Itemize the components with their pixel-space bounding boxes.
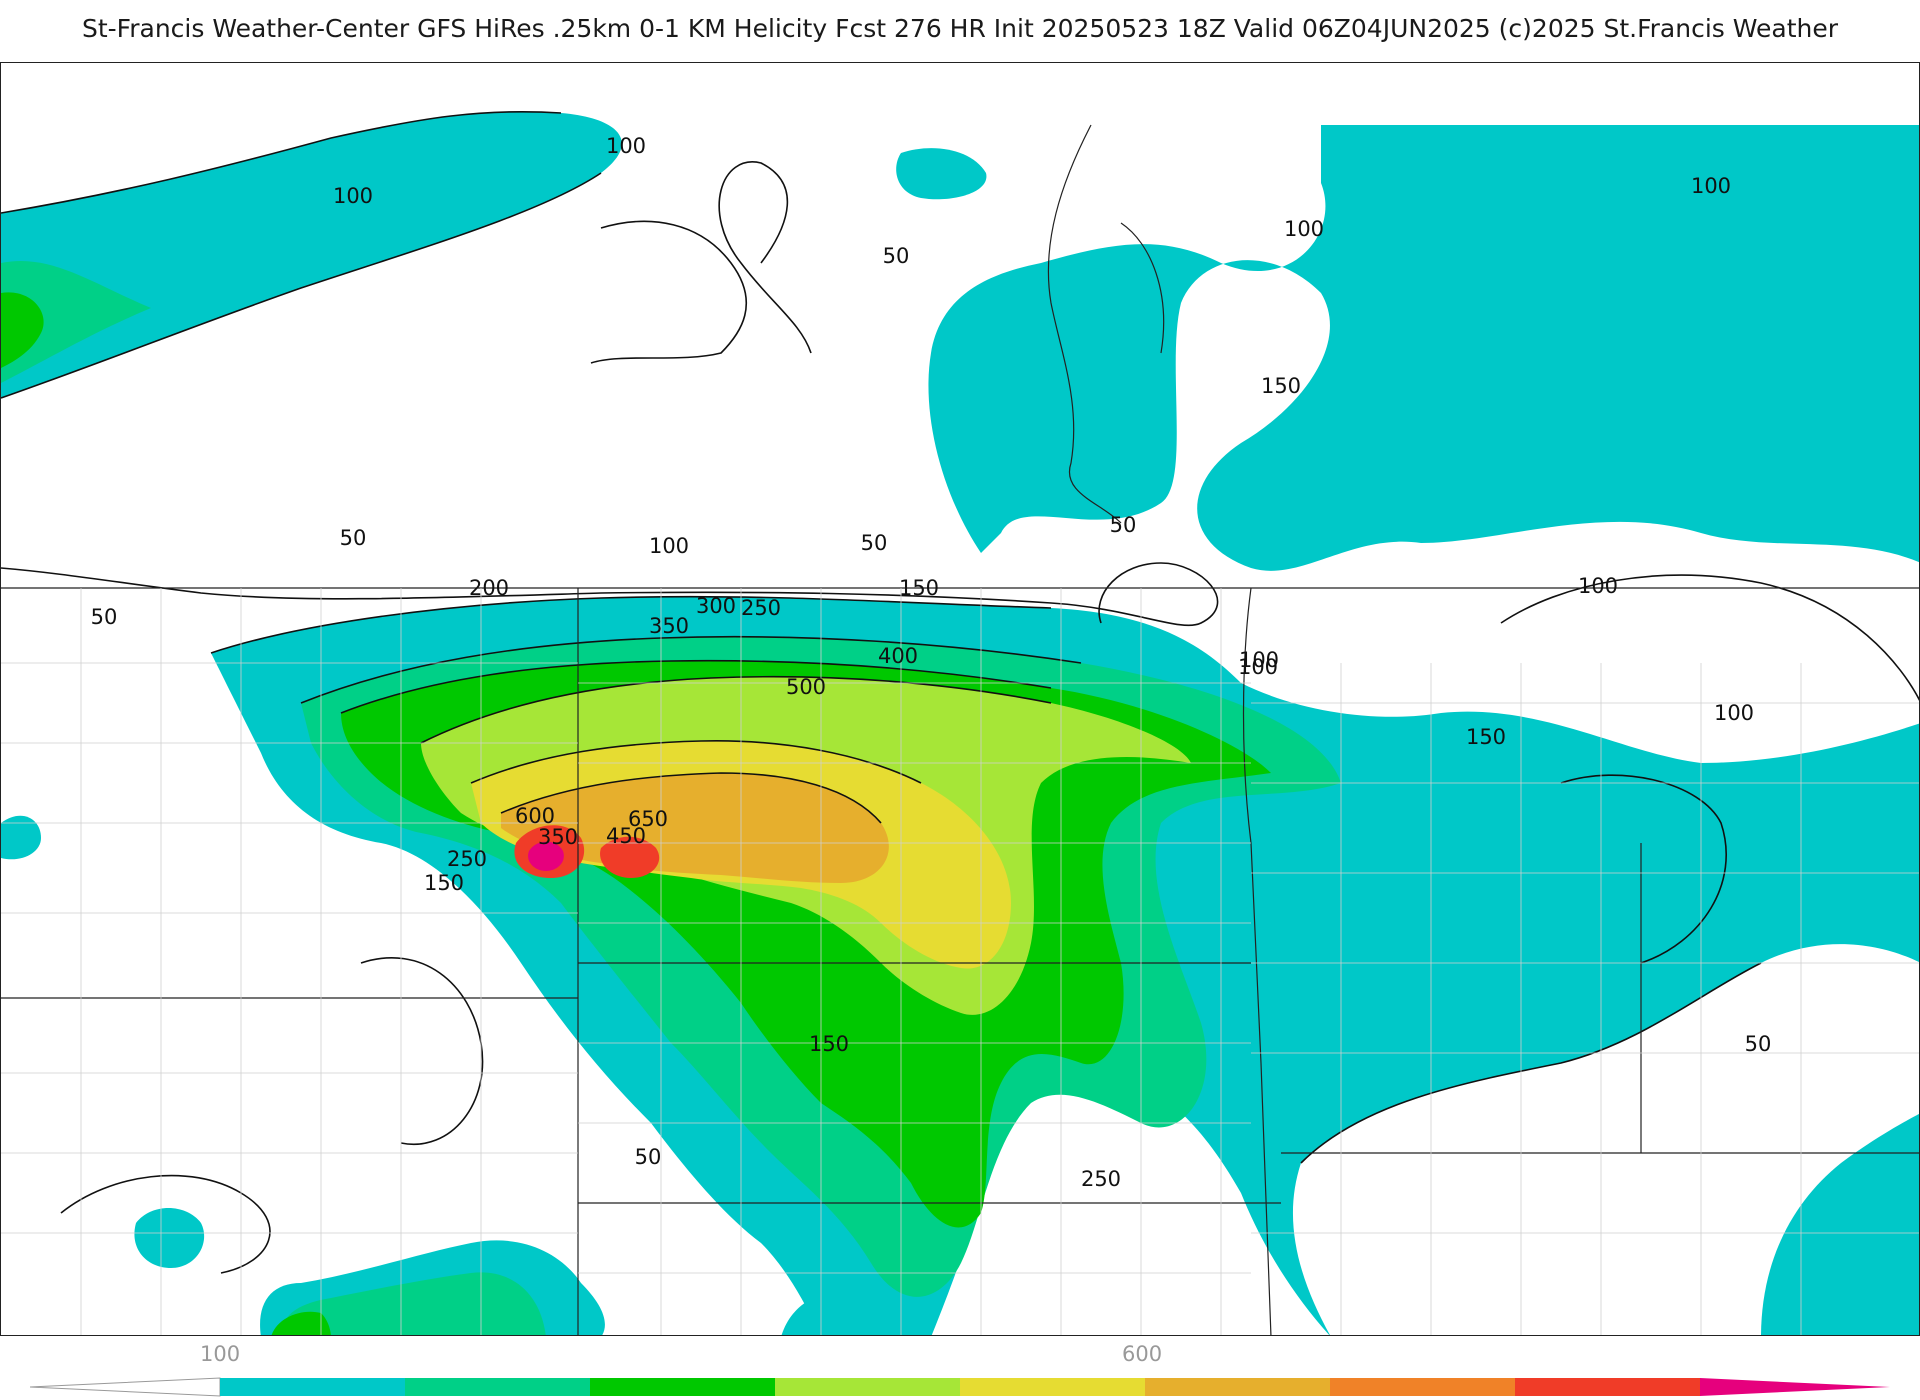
map-title: St-Francis Weather-Center GFS HiRes .25k… bbox=[81, 14, 1839, 43]
contour-line bbox=[500, 772, 882, 824]
contour-label: 300 bbox=[696, 594, 736, 618]
contour-line bbox=[470, 740, 922, 784]
colorbar: 100 600 bbox=[30, 1336, 1890, 1400]
colorbar-low-triangle bbox=[30, 1377, 221, 1397]
fill-region-100-se bbox=[1761, 1114, 1919, 1335]
contour-label: 100 bbox=[1714, 701, 1754, 725]
contour-label: 100 bbox=[649, 534, 689, 558]
contour-label: 650 bbox=[628, 807, 668, 831]
contour-line bbox=[1560, 774, 1727, 964]
contour-label: 150 bbox=[1466, 725, 1506, 749]
fill-region-100 bbox=[1, 111, 622, 398]
contour-line bbox=[210, 595, 1052, 654]
contour-label: 50 bbox=[883, 244, 910, 268]
contour-label: 50 bbox=[91, 605, 118, 629]
contour-label: 50 bbox=[635, 1145, 662, 1169]
colorbar-segment bbox=[960, 1378, 1146, 1396]
fill-region-peak bbox=[528, 841, 564, 871]
contour-line bbox=[1, 172, 602, 399]
contour-label-layer: 100 100 50 100 100 150 100 100 50 50 50 … bbox=[91, 134, 1772, 1191]
contour-label: 250 bbox=[1081, 1167, 1121, 1191]
contour-line bbox=[590, 220, 748, 364]
contour-line bbox=[1500, 574, 1919, 701]
colorbar-segments bbox=[220, 1378, 1701, 1396]
fill-region-100-south bbox=[781, 1288, 901, 1335]
coastline bbox=[1047, 124, 1122, 524]
contour-label: 100 bbox=[1239, 648, 1279, 672]
fill-region-100-ne bbox=[928, 125, 1919, 571]
colorbar-scale bbox=[30, 1377, 1890, 1397]
fill-region-100-n bbox=[896, 148, 987, 200]
contour-label: 100 bbox=[1578, 574, 1618, 598]
fill-region-100-blob2 bbox=[1, 815, 41, 860]
contour-label: 250 bbox=[447, 847, 487, 871]
contour-label: 600 bbox=[515, 804, 555, 828]
fill-region-100-blob bbox=[134, 1208, 205, 1268]
contour-label: 400 bbox=[878, 644, 918, 668]
contour-label: 50 bbox=[340, 526, 367, 550]
contour-label: 150 bbox=[809, 1032, 849, 1056]
contour-label: 150 bbox=[1261, 374, 1301, 398]
contour-label: 100 bbox=[1284, 217, 1324, 241]
colorbar-high-triangle bbox=[1700, 1378, 1890, 1396]
helicity-fill-layer bbox=[1, 111, 1919, 1335]
colorbar-segment bbox=[220, 1378, 406, 1396]
fill-region-450-center bbox=[501, 773, 889, 883]
colorbar-segment bbox=[775, 1378, 961, 1396]
helicity-map: 100 100 50 100 100 150 100 100 50 50 50 … bbox=[0, 62, 1920, 1336]
contour-label: 350 bbox=[538, 825, 578, 849]
contour-label: 450 bbox=[606, 824, 646, 848]
contour-label: 100 bbox=[606, 134, 646, 158]
contour-label: 50 bbox=[861, 531, 888, 555]
contour-line bbox=[1, 110, 562, 214]
contour-line bbox=[718, 161, 812, 354]
colorbar-tick-label: 600 bbox=[1122, 1342, 1163, 1366]
fill-region-200 bbox=[1, 292, 44, 368]
map-canvas: 100 100 50 100 100 150 100 100 50 50 50 … bbox=[1, 110, 1919, 1335]
contour-label: 50 bbox=[1745, 1032, 1772, 1056]
colorbar-segment bbox=[1145, 1378, 1331, 1396]
contour-label: 150 bbox=[424, 871, 464, 895]
contour-line bbox=[340, 659, 1052, 714]
fill-region-150 bbox=[1, 261, 151, 383]
contour-label: 100 bbox=[1691, 174, 1731, 198]
contour-label: 100 bbox=[333, 184, 373, 208]
colorbar-tick-label: 100 bbox=[200, 1342, 241, 1366]
state-border bbox=[1242, 587, 1272, 1335]
colorbar-segment bbox=[1515, 1378, 1701, 1396]
contour-label: 200 bbox=[469, 576, 509, 600]
contour-line bbox=[360, 957, 484, 1146]
county-layer bbox=[1, 588, 1919, 1335]
contour-label: 150 bbox=[899, 576, 939, 600]
fill-region-600-center bbox=[600, 836, 660, 878]
contour-label: 250 bbox=[741, 596, 781, 620]
contour-line bbox=[1, 562, 1219, 627]
contour-line bbox=[420, 675, 1052, 744]
contour-line bbox=[1300, 962, 1762, 1164]
contour-label: 100 bbox=[1238, 655, 1278, 679]
colorbar-segment bbox=[590, 1378, 776, 1396]
contour-label: 500 bbox=[786, 675, 826, 699]
contour-label: 350 bbox=[649, 614, 689, 638]
fill-region-low-east bbox=[1292, 944, 1919, 1335]
fill-region-150-sw bbox=[281, 1272, 546, 1335]
colorbar-segment bbox=[405, 1378, 591, 1396]
contour-label: 50 bbox=[1110, 513, 1137, 537]
coastline bbox=[1120, 222, 1165, 354]
fill-region-200-sw bbox=[271, 1311, 331, 1335]
colorbar-segment bbox=[1330, 1378, 1516, 1396]
